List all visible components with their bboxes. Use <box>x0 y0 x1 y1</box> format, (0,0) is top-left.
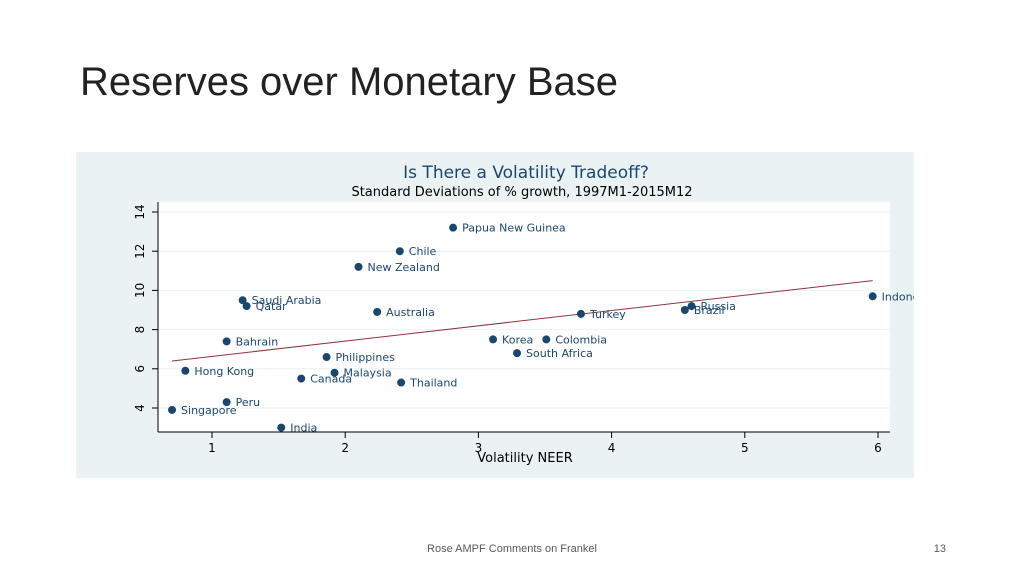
data-point <box>222 398 231 407</box>
x-tick-label: 5 <box>741 441 749 455</box>
y-tick-label: 14 <box>133 204 147 219</box>
point-label: Australia <box>386 306 435 319</box>
data-point <box>168 405 177 414</box>
chart-title: Is There a Volatility Tradeoff? <box>403 163 649 183</box>
point-label: Russia <box>701 300 736 313</box>
y-tick-label: 12 <box>133 244 147 259</box>
data-point <box>397 378 406 387</box>
point-label: Thailand <box>409 377 457 390</box>
data-point <box>181 366 190 375</box>
point-label: Chile <box>409 245 437 258</box>
y-tick-label: 4 <box>133 404 147 412</box>
point-label: Peru <box>236 396 261 409</box>
data-point <box>222 337 231 346</box>
data-point <box>238 296 247 305</box>
data-point <box>687 302 696 311</box>
point-label: Brazil <box>694 304 725 317</box>
data-point <box>242 302 251 311</box>
point-label: Korea <box>502 333 533 346</box>
data-point <box>489 335 498 344</box>
point-label: Saudi Arabia <box>252 294 322 307</box>
data-point <box>354 262 363 271</box>
point-label: Colombia <box>555 333 607 346</box>
point-label: Bahrain <box>236 335 279 348</box>
y-tick-label: 6 <box>133 365 147 373</box>
x-tick-label: 3 <box>475 441 483 455</box>
point-label: Turkey <box>589 308 626 321</box>
point-label: New Zealand <box>368 261 440 274</box>
point-label: Qatar <box>256 300 287 313</box>
data-point <box>395 247 404 256</box>
point-label: India <box>290 422 317 435</box>
x-tick-label: 4 <box>608 441 616 455</box>
chart-svg: Is There a Volatility Tradeoff? Standard… <box>133 163 914 466</box>
x-tick-label: 6 <box>874 441 882 455</box>
data-point <box>330 368 339 377</box>
x-axis-label: Volatility NEER <box>477 451 572 466</box>
data-point <box>297 374 306 383</box>
slide-title: Reserves over Monetary Base <box>80 60 619 104</box>
scatter-chart: Is There a Volatility Tradeoff? Standard… <box>76 152 914 478</box>
point-label: Malaysia <box>344 367 392 380</box>
point-label: Philippines <box>336 351 396 364</box>
data-point <box>322 353 331 362</box>
point-label: Indonesia <box>882 290 914 303</box>
data-point <box>542 335 551 344</box>
fit-line <box>171 280 873 362</box>
point-label: Canada <box>310 373 352 386</box>
point-label: Singapore <box>181 404 237 417</box>
plot-background <box>158 202 890 432</box>
x-tick-label: 2 <box>341 441 349 455</box>
data-point <box>513 349 522 358</box>
chart-subtitle: Standard Deviations of % growth, 1997M1-… <box>351 185 692 200</box>
footer-text: Rose AMPF Comments on Frankel <box>427 543 597 555</box>
data-point <box>373 307 382 316</box>
data-point <box>576 309 585 318</box>
data-point <box>680 306 689 314</box>
point-label: Hong Kong <box>194 365 254 378</box>
data-point <box>449 223 458 232</box>
x-tick-label: 1 <box>208 441 216 455</box>
data-point <box>868 292 877 301</box>
y-tick-label: 10 <box>133 283 147 298</box>
data-point <box>277 423 286 432</box>
page-number: 13 <box>933 543 946 555</box>
y-tick-label: 8 <box>133 326 147 334</box>
point-label: South Africa <box>526 347 593 360</box>
point-label: Papua New Guinea <box>462 222 566 235</box>
